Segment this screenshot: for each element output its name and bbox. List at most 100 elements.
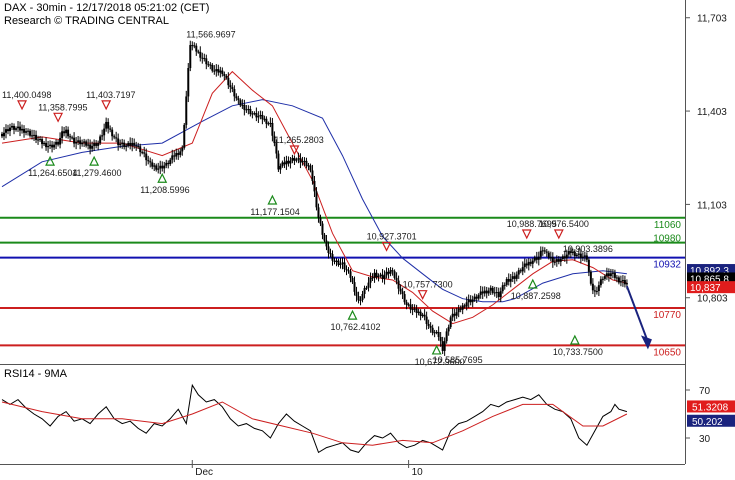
rsi-line: [1, 383, 628, 454]
candle-body: [507, 279, 510, 282]
annotations: 11,400.0498 11,358.7995 11,403.7197 11,264.…: [2, 29, 652, 367]
candle-body: [213, 70, 216, 72]
candle-body: [451, 313, 454, 318]
badge-blue-label: 10,892.3: [690, 266, 729, 277]
y-tick-label: 11,703: [697, 14, 727, 25]
candle-body: [243, 104, 246, 110]
y-tick-label: 11,403: [697, 107, 727, 118]
candle-body: [181, 147, 184, 152]
candle-body: [385, 271, 388, 276]
candle-body: [103, 128, 106, 136]
candle-body: [333, 260, 336, 262]
candle-body: [603, 276, 606, 279]
annotation-label: 11,400.0498: [2, 90, 51, 100]
candle-body: [561, 256, 564, 259]
resistance-marker: [553, 229, 564, 240]
candle-body: [361, 294, 364, 300]
moving-averages: [1, 70, 628, 325]
candle-body: [263, 118, 266, 120]
candle-body: [93, 143, 96, 146]
candle-body: [137, 145, 140, 147]
candle-body: [23, 128, 26, 133]
candle-body: [367, 282, 370, 288]
candle-body: [197, 51, 200, 53]
candle-body: [15, 128, 18, 130]
candle-body: [75, 141, 78, 144]
candle-body: [335, 260, 338, 262]
candle-body: [283, 162, 286, 165]
candle-body: [59, 137, 62, 145]
candle-body: [537, 256, 540, 260]
candle-body: [115, 137, 118, 139]
forecast-arrow-shaft: [625, 285, 648, 340]
candle-body: [323, 234, 326, 241]
resistance-marker: [53, 112, 64, 123]
candle-body: [309, 165, 312, 171]
candle-body: [531, 260, 534, 264]
candle-body: [365, 287, 368, 289]
candle-body: [555, 259, 558, 262]
y-tick-label: 11,103: [697, 200, 727, 211]
badge-red-label: 10,837: [690, 283, 721, 294]
candle-body: [493, 292, 496, 294]
ma-fast-line: [1, 70, 628, 325]
candle-body: [481, 291, 484, 294]
candle-body: [393, 271, 396, 278]
candle-body: [595, 291, 598, 293]
candle-body: [539, 250, 542, 257]
candle-body: [477, 295, 480, 299]
candle-body: [587, 259, 590, 272]
candle-body: [11, 125, 14, 128]
candle-body: [597, 285, 600, 292]
candle-body: [223, 74, 226, 76]
annotation-label: 11,566.9697: [186, 29, 235, 39]
candle-body: [543, 250, 546, 252]
candle-body: [101, 135, 104, 137]
candle-body: [157, 168, 160, 170]
candle-body: [85, 141, 88, 146]
candle-body: [391, 270, 394, 272]
candle-body: [513, 276, 516, 279]
candle-body: [119, 143, 122, 146]
candle-body: [427, 323, 430, 326]
candle-body: [623, 280, 626, 285]
candle-body: [89, 144, 92, 149]
candle-body: [581, 256, 584, 258]
candle-body: [69, 136, 72, 138]
rsi-badge-blue-label: 50.202: [692, 417, 723, 428]
candle-body: [495, 292, 498, 294]
candle-body: [131, 142, 134, 146]
candle-body: [301, 161, 304, 163]
candle-body: [245, 109, 248, 111]
candle-body: [171, 155, 174, 160]
candle-body: [445, 331, 448, 342]
candle-body: [167, 162, 170, 165]
candle-body: [429, 325, 432, 328]
candle-body: [569, 251, 572, 253]
candle-body: [413, 308, 416, 310]
ma-slow-line: [1, 99, 627, 303]
candle-body: [39, 139, 42, 141]
level-label-support-2: 10650: [653, 347, 681, 358]
candle-body: [465, 302, 468, 307]
candle-body: [45, 142, 48, 148]
candle-body: [13, 125, 16, 130]
candle-body: [319, 217, 322, 224]
candle-body: [471, 299, 474, 303]
candle-body: [17, 126, 20, 129]
candle-body: [237, 98, 240, 101]
candle-body: [577, 253, 580, 255]
support-marker: [89, 155, 100, 166]
candle-body: [107, 121, 110, 129]
candle-body: [339, 263, 342, 265]
candle-body: [211, 64, 214, 71]
y-tick-label: 10,803: [697, 294, 728, 305]
support-marker: [347, 309, 358, 320]
candle-body: [519, 270, 522, 272]
candle-body: [583, 255, 586, 257]
candle-body: [57, 141, 60, 145]
candle-body: [419, 311, 422, 316]
support-marker: [527, 278, 538, 289]
candle-body: [163, 165, 166, 169]
